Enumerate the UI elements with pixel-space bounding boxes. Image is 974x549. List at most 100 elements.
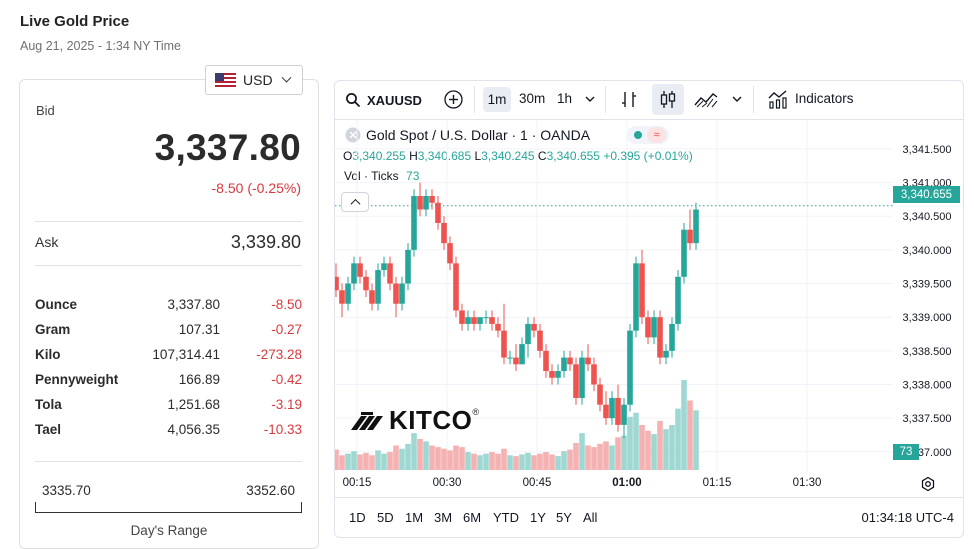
ohlc-open: 3,340.255	[352, 149, 406, 163]
candle-body	[405, 249, 411, 284]
interval-1h[interactable]: 1h	[557, 91, 573, 106]
candle-body	[555, 371, 561, 378]
volume-bar	[615, 437, 621, 470]
price-chart[interactable]: 3,337.0003,337.5003,338.0003,338.5003,33…	[335, 120, 963, 496]
candle-body	[477, 317, 483, 324]
unit-kilo-price: 107,314.41	[152, 347, 220, 362]
timeframe-1y[interactable]: 1Y	[530, 510, 546, 525]
us-flag-icon	[215, 73, 236, 87]
volume-bar	[525, 452, 531, 470]
y-tick-label: 3,340.500	[903, 211, 952, 223]
volume-bar	[335, 449, 339, 470]
candle-body	[651, 317, 657, 338]
unit-gram-change: -0.27	[271, 322, 302, 337]
timeframe-ytd[interactable]: YTD	[493, 510, 519, 525]
indicators-button[interactable]: Indicators	[795, 91, 854, 106]
candle-body	[459, 310, 465, 324]
volume-bar	[483, 453, 489, 470]
timeframe-3m[interactable]: 3M	[434, 510, 453, 525]
unit-tael-change: -10.33	[263, 422, 302, 437]
candle-body	[675, 276, 681, 324]
candle-body	[363, 276, 369, 291]
interval-30m[interactable]: 30m	[519, 91, 546, 106]
candle-body	[687, 229, 693, 244]
ohlc-legend: O3,340.255 H3,340.685 L3,340.245 C3,340.…	[343, 149, 693, 163]
candle-body	[429, 196, 435, 203]
volume-bar	[597, 443, 603, 470]
volume-bar	[381, 453, 387, 470]
volume-bar	[339, 455, 345, 470]
x-tick-label: 01:15	[703, 477, 732, 489]
timeframe-1m[interactable]: 1M	[405, 510, 424, 525]
timeframe-all[interactable]: All	[583, 510, 598, 525]
collapse-legend-button[interactable]	[341, 192, 369, 212]
last-price-tag: 3,340.655	[893, 186, 960, 203]
volume-bar	[507, 455, 513, 470]
settings-gear-icon[interactable]	[920, 476, 936, 492]
timeframe-1d[interactable]: 1D	[349, 510, 366, 525]
volume-label: Vol · Ticks	[344, 169, 399, 183]
volume-bar	[681, 380, 687, 470]
timeframe-5d[interactable]: 5D	[377, 510, 394, 525]
volume-bar	[495, 453, 501, 470]
unit-ounce-price: 3,337.80	[167, 297, 220, 312]
ask-value: 3,339.80	[230, 232, 301, 252]
volume-bar	[645, 430, 651, 470]
candle-body	[495, 323, 501, 331]
volume-bar	[549, 454, 555, 470]
candle-body	[603, 404, 609, 419]
candle-body	[465, 317, 471, 324]
volume-bar	[345, 453, 351, 470]
candle-body	[537, 330, 543, 351]
volume-bar	[477, 455, 483, 470]
currency-select[interactable]: USD	[205, 65, 303, 95]
range-label: Day's Range	[130, 523, 208, 538]
chevron-down-icon	[281, 72, 292, 83]
unit-gram-price: 107.31	[178, 322, 220, 337]
volume-bar	[567, 449, 573, 470]
timeframe-5y[interactable]: 5Y	[556, 510, 572, 525]
candles-chart-type-button[interactable]	[652, 84, 684, 115]
area-chart-type-icon[interactable]	[693, 89, 719, 110]
candle-body	[591, 364, 597, 385]
range-high: 3352.60	[246, 483, 295, 498]
volume-bar	[675, 408, 681, 470]
candle-body	[597, 384, 603, 405]
volume-bar	[669, 425, 675, 470]
delayed-data-icon: ≈	[647, 127, 666, 143]
volume-bar	[663, 429, 669, 470]
timeframe-6m[interactable]: 6M	[463, 510, 482, 525]
candle-body	[387, 263, 393, 284]
compare-add-icon[interactable]	[443, 89, 464, 110]
ohlc-c-label: C	[537, 149, 547, 163]
volume-bar	[417, 438, 423, 470]
volume-bar	[471, 453, 477, 470]
candle-body	[453, 263, 459, 311]
candle-body	[645, 317, 651, 338]
interval-1m[interactable]: 1m	[483, 87, 511, 112]
unit-pennyweight-label: Pennyweight	[35, 372, 119, 387]
bar-chart-type-icon[interactable]	[619, 89, 639, 110]
ohlc-change: +0.395 (+0.01%)	[603, 149, 693, 163]
chevron-down-icon[interactable]	[584, 94, 596, 104]
kitco-logo: KITCO ®	[349, 405, 479, 436]
candle-body	[483, 317, 489, 319]
candle-body	[525, 323, 531, 345]
candle-body	[447, 243, 453, 264]
candle-body	[489, 317, 495, 324]
divider	[35, 221, 302, 222]
volume-value: 73	[406, 169, 420, 183]
candle-body	[435, 202, 441, 223]
candle-body	[399, 283, 405, 304]
indicators-icon[interactable]	[767, 89, 789, 110]
volume-bar	[441, 448, 447, 470]
volume-bar	[555, 456, 561, 470]
toolbar-divider	[753, 86, 754, 113]
chevron-down-icon[interactable]	[731, 94, 743, 104]
registered-mark: ®	[472, 407, 480, 417]
unit-tola-price: 1,251.68	[167, 397, 220, 412]
candle-body	[375, 270, 381, 304]
symbol-search[interactable]: XAUUSD	[345, 90, 422, 110]
candle-body	[615, 397, 621, 425]
volume-bar	[429, 445, 435, 470]
